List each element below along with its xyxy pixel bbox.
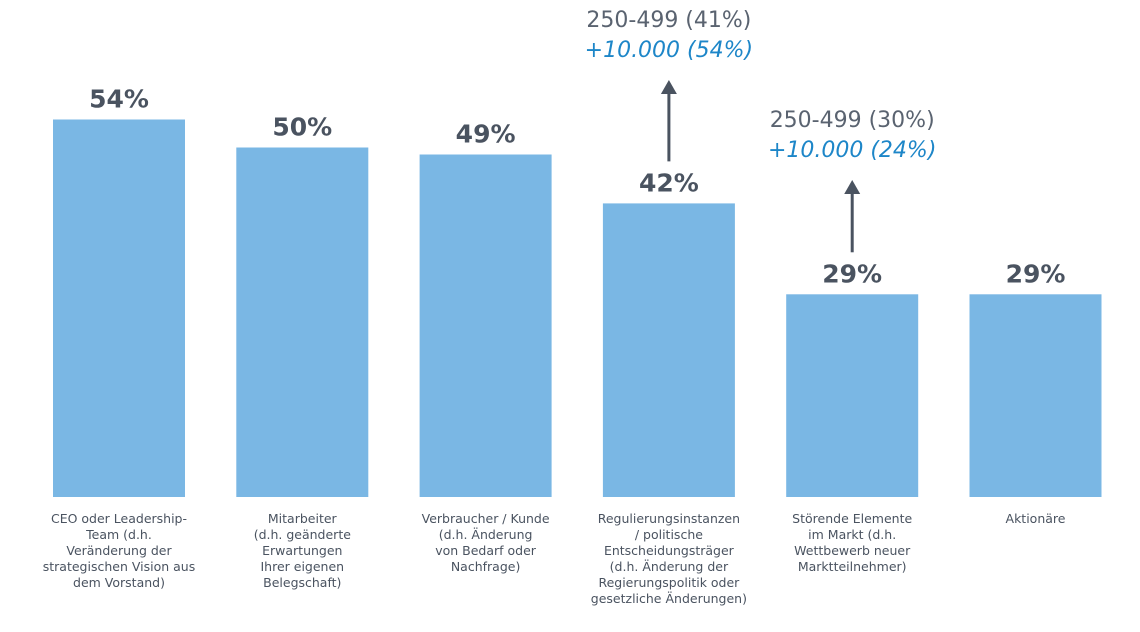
bar-2 [236,147,369,497]
annotation-line1-2: 250-499 (30%) [769,108,935,133]
bar-5 [786,294,919,497]
category-label-3: Verbraucher / Kunde (d.h. Änderung von Bed… [421,511,550,574]
annotation-line1-1: 250-499 (41%) [586,8,752,33]
annotation-2: 250-499 (30%) +10.000 (24%) [752,106,952,166]
value-label-6: 29% [1006,259,1066,288]
annotation-arrow-head-2 [844,180,861,194]
bar-4 [602,203,735,497]
annotation-1: 250-499 (41%) +10.000 (54%) [569,6,769,66]
value-label-1: 54% [89,85,149,114]
value-label-2: 50% [272,113,332,142]
annotation-line2-2: +10.000 (24%) [767,138,937,163]
value-label-3: 49% [456,120,516,149]
category-label-4: Regulierungsinstanzen / politische Entsche… [590,511,747,606]
value-label-5: 29% [822,259,882,288]
category-label-5: Störende Elemente im Markt (d.h. Wettbewer… [792,511,913,574]
bar-6 [969,294,1102,497]
category-label-6: Aktionäre [1005,511,1066,526]
value-label-4: 42% [639,168,699,197]
annotation-arrow-head-1 [660,80,677,94]
bar-1 [53,119,185,497]
category-label-1: CEO oder Leadership- Team (d.h. Veränderun… [42,511,196,590]
bar-3 [419,154,552,497]
category-label-2: Mitarbeiter (d.h. geänderte Erwartungen Ihr… [253,511,351,590]
annotation-line2-1: +10.000 (54%) [584,38,754,63]
